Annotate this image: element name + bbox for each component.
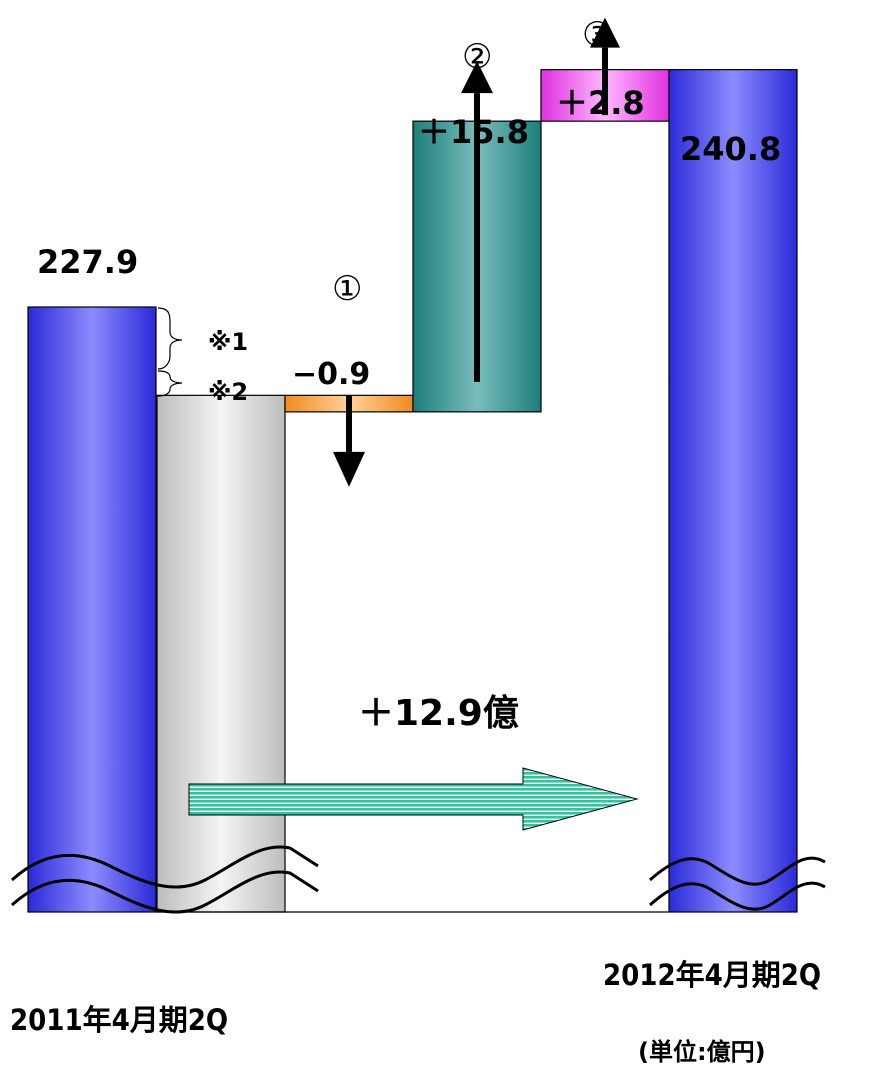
arrow-down-icon	[333, 395, 365, 487]
step-1-value-label: −0.9	[292, 357, 370, 392]
note-1-label: ※1	[208, 328, 248, 356]
arrow-up-icon	[461, 61, 493, 382]
axis-break-left	[10, 845, 319, 914]
arrow-right-icon	[188, 767, 639, 831]
brace-note-2	[157, 370, 183, 397]
bar-2011-total	[27, 306, 157, 913]
bar-2012-total	[668, 69, 798, 913]
category-label-2012: 2012年4月期2Q	[603, 958, 821, 992]
axis-break-right	[648, 856, 826, 911]
step-3-value-label: ＋2.8	[556, 84, 645, 122]
bar-base-gray	[156, 394, 286, 913]
arrow-up-icon	[590, 17, 620, 116]
step-2-marker: ②	[462, 37, 492, 77]
step-3-marker: ③	[582, 15, 612, 55]
note-2-label: ※2	[208, 378, 248, 406]
brace-note-1	[157, 307, 183, 370]
arrow-head	[333, 451, 365, 487]
start-value-label: 227.9	[37, 243, 138, 281]
step-2-value-label: ＋15.8	[418, 113, 529, 151]
arrow-head	[461, 61, 493, 94]
category-label-2011: 2011年4月期2Q	[10, 1003, 228, 1037]
arrow-head	[590, 17, 620, 48]
step-1-marker: ①	[332, 269, 362, 309]
unit-label: (単位:億円)	[638, 1038, 766, 1066]
end-value-label: 240.8	[680, 130, 781, 168]
total-change-label: ＋12.9億	[358, 693, 519, 734]
